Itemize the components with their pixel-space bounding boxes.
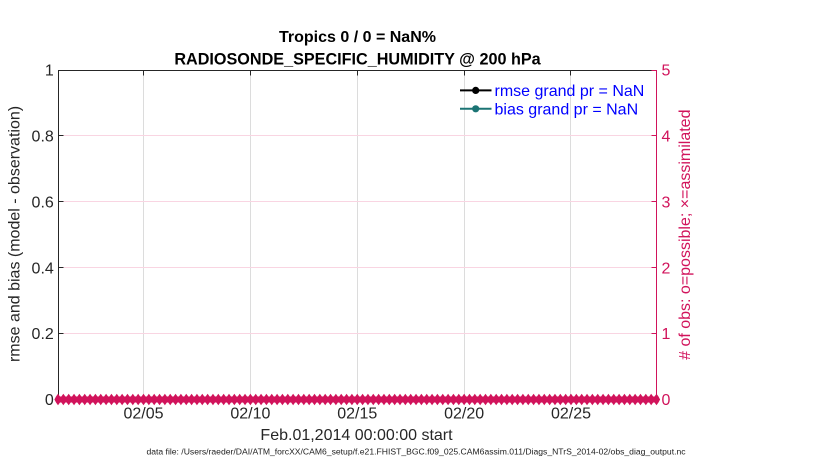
svg-text:0: 0 [662,392,671,409]
svg-text:1: 1 [662,326,671,343]
svg-text:1: 1 [45,63,54,80]
svg-text:4: 4 [662,129,671,146]
svg-text:02/20: 02/20 [444,406,484,423]
svg-text:02/05: 02/05 [123,406,163,423]
svg-text:rmse and bias (model - observa: rmse and bias (model - observation) [7,106,24,362]
svg-text:rmse grand pr = NaN: rmse grand pr = NaN [495,83,645,100]
svg-text:0.6: 0.6 [32,194,54,211]
svg-text:data file: /Users/raeder/DAI/A: data file: /Users/raeder/DAI/ATM_forcXX/… [146,447,686,457]
svg-text:0: 0 [45,392,54,409]
svg-text:02/25: 02/25 [551,406,591,423]
svg-text:Tropics 0 / 0 = NaN%: Tropics 0 / 0 = NaN% [279,29,436,46]
svg-text:02/10: 02/10 [230,406,270,423]
svg-text:# of obs: o=possible; ×=assimi: # of obs: o=possible; ×=assimilated [677,110,694,360]
svg-text:2: 2 [662,260,671,277]
svg-text:0.8: 0.8 [32,129,54,146]
svg-text:0.2: 0.2 [32,326,54,343]
svg-text:Feb.01,2014 00:00:00 start: Feb.01,2014 00:00:00 start [260,427,453,444]
svg-text:5: 5 [662,63,671,80]
svg-text:3: 3 [662,194,671,211]
svg-text:0.4: 0.4 [32,260,54,277]
svg-text:02/15: 02/15 [337,406,377,423]
svg-text:RADIOSONDE_SPECIFIC_HUMIDITY @: RADIOSONDE_SPECIFIC_HUMIDITY @ 200 hPa [174,51,541,69]
svg-text:bias grand pr = NaN: bias grand pr = NaN [495,101,639,118]
